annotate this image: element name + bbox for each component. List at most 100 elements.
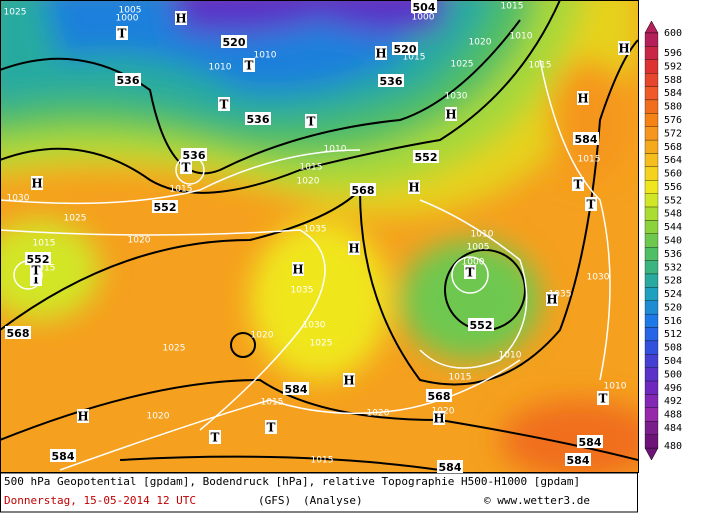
geopotential-label-box bbox=[378, 74, 404, 87]
geopotential-label-box bbox=[392, 42, 418, 55]
pressure-label: 1015 bbox=[529, 61, 552, 71]
pressure-center-label: H bbox=[433, 412, 444, 426]
pressure-center-box bbox=[31, 176, 43, 190]
pressure-label: 1020 bbox=[251, 331, 274, 341]
colorbar-label: 488 bbox=[664, 410, 682, 421]
geopotential-label: 536 bbox=[183, 149, 206, 162]
pressure-label: 1035 bbox=[549, 290, 572, 300]
geopotential-label: 584 bbox=[52, 450, 75, 463]
geopotential-label-box bbox=[5, 326, 31, 339]
pressure-center-label: T bbox=[599, 392, 608, 406]
geopotential-label-box bbox=[283, 382, 309, 395]
colorbar-swatch bbox=[644, 247, 659, 261]
colorbar-label: 568 bbox=[664, 142, 682, 153]
footer-model: (GFS) bbox=[258, 494, 291, 507]
pressure-label: 1020 bbox=[469, 38, 492, 48]
colorbar-swatch bbox=[644, 434, 659, 449]
geopotential-label: 536 bbox=[380, 75, 403, 88]
pressure-label: 1015 bbox=[449, 373, 472, 383]
pressure-center-label: H bbox=[77, 410, 88, 424]
colorbar-label: 524 bbox=[664, 289, 682, 300]
colorbar-swatch bbox=[644, 166, 659, 181]
pressure-center-label: H bbox=[343, 374, 354, 388]
colorbar-tip-bottom bbox=[644, 447, 659, 461]
pressure-label: 1025 bbox=[310, 339, 333, 349]
colorbar-swatch bbox=[644, 407, 659, 422]
colorbar-label: 596 bbox=[664, 48, 682, 59]
pressure-center-box bbox=[77, 409, 89, 423]
colorbar-swatch bbox=[644, 153, 659, 168]
footer-date: Donnerstag, 15-05-2014 12 UTC bbox=[4, 494, 196, 507]
geopotential-label-box bbox=[50, 449, 76, 462]
geopotential-label: 584 bbox=[439, 461, 462, 474]
pressure-center-label: H bbox=[577, 92, 588, 106]
pressure-center-label: H bbox=[348, 242, 359, 256]
pressure-label: 1015 bbox=[170, 185, 193, 195]
colorbar-label: 528 bbox=[664, 276, 682, 287]
colorbar-label: 552 bbox=[664, 195, 682, 206]
pressure-center-label: T bbox=[118, 27, 127, 41]
pressure-center-box bbox=[343, 373, 355, 387]
geopotential-label: 584 bbox=[579, 436, 602, 449]
geopotential-label: 552 bbox=[470, 319, 493, 332]
colorbar-swatch bbox=[644, 354, 659, 368]
pressure-center-box bbox=[209, 430, 221, 444]
colorbar-swatch bbox=[644, 313, 659, 328]
pressure-center-label: H bbox=[618, 42, 629, 56]
pressure-center-label: T bbox=[220, 98, 229, 112]
pressure-center-label: T bbox=[267, 421, 276, 435]
pressure-label: 1025 bbox=[163, 344, 186, 354]
pressure-center-box bbox=[348, 241, 360, 255]
colorbar-swatch bbox=[644, 139, 659, 154]
colorbar-label: 508 bbox=[664, 343, 682, 354]
colorbar-swatch bbox=[644, 380, 659, 395]
geopotential-label-box bbox=[350, 183, 376, 196]
pressure-center-box bbox=[408, 180, 420, 194]
pressure-center-label: T bbox=[211, 431, 220, 445]
pressure-center-box bbox=[445, 107, 457, 121]
geopotential-label-box bbox=[577, 435, 603, 448]
pressure-label: 1025 bbox=[64, 214, 87, 224]
geopotential-label: 536 bbox=[247, 113, 270, 126]
pressure-center-box bbox=[585, 197, 597, 211]
colorbar-swatch bbox=[644, 327, 659, 342]
pressure-label: 1030 bbox=[7, 194, 30, 204]
geopotential-label-box bbox=[25, 252, 51, 265]
colorbar-label: 532 bbox=[664, 262, 682, 273]
pressure-label: 1010 bbox=[209, 63, 232, 73]
colorbar-label: 484 bbox=[664, 423, 682, 434]
colorbar-label: 500 bbox=[664, 369, 682, 380]
colorbar-label: 496 bbox=[664, 383, 682, 394]
colorbar-swatch bbox=[644, 73, 659, 87]
geopotential-label: 520 bbox=[394, 43, 417, 56]
pressure-label: 1020 bbox=[147, 412, 170, 422]
colorbar-label: 480 bbox=[664, 441, 682, 452]
colorbar-swatch bbox=[644, 421, 659, 435]
pressure-label: 1030 bbox=[445, 92, 468, 102]
pressure-center-box bbox=[375, 46, 387, 60]
pressure-label: 1025 bbox=[451, 60, 474, 70]
geopotential-label-box bbox=[115, 73, 141, 86]
geopotential-label-box bbox=[565, 453, 591, 466]
geopotential-contours bbox=[0, 0, 638, 471]
geopotential-label-box bbox=[221, 35, 247, 48]
pressure-label: 1030 bbox=[303, 321, 326, 331]
colorbar-label: 548 bbox=[664, 209, 682, 220]
geopotential-label: 552 bbox=[154, 201, 177, 214]
pressure-center-label: H bbox=[546, 293, 557, 307]
colorbar-swatch bbox=[644, 273, 659, 288]
pressure-label: 1010 bbox=[499, 351, 522, 361]
colorbar-swatch bbox=[644, 193, 659, 208]
geopotential-label-box bbox=[152, 200, 178, 213]
geopotential-label-box bbox=[413, 150, 439, 163]
colorbar-label: 560 bbox=[664, 169, 682, 180]
pressure-label: 1015 bbox=[261, 398, 284, 408]
colorbar-label: 540 bbox=[664, 236, 682, 247]
geopotential-label: 584 bbox=[567, 454, 590, 467]
colorbar-swatch bbox=[644, 206, 659, 221]
pressure-center-box bbox=[577, 91, 589, 105]
pressure-label: 1015 bbox=[33, 264, 56, 274]
colorbar-swatch bbox=[644, 340, 659, 355]
colorbar-label: 592 bbox=[664, 61, 682, 72]
